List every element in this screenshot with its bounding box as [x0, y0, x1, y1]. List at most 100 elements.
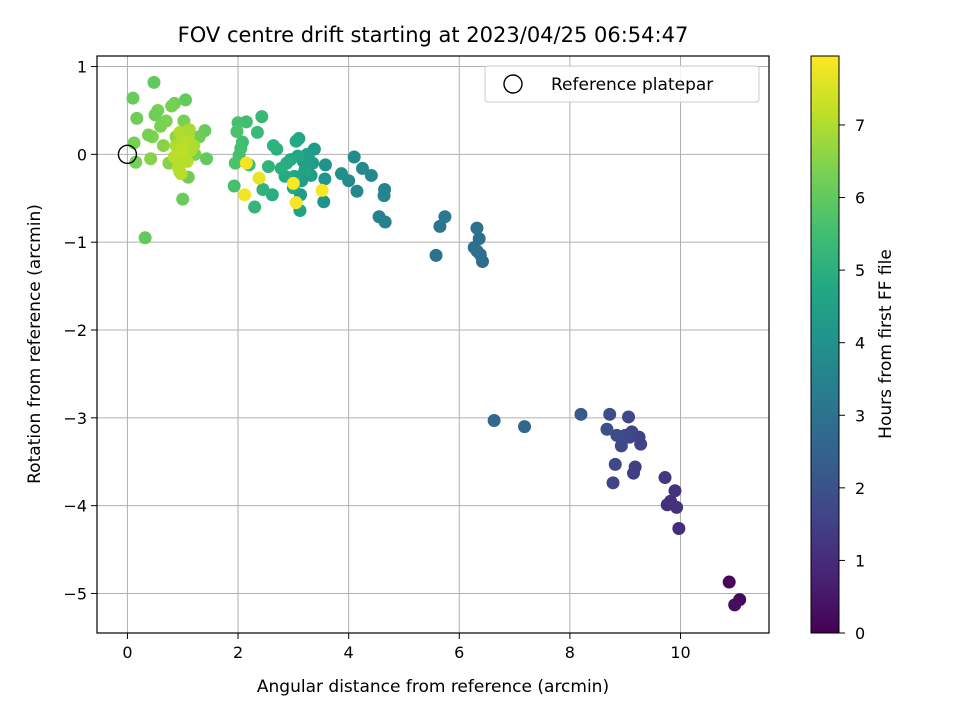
chart-title: FOV centre drift starting at 2023/04/25 … — [178, 23, 689, 47]
x-tick-label: 8 — [565, 643, 575, 662]
data-point — [274, 161, 288, 175]
data-point — [261, 160, 275, 174]
data-point — [230, 125, 244, 139]
data-point — [156, 139, 170, 153]
data-point — [660, 498, 674, 512]
y-tick-label: 1 — [77, 58, 87, 77]
data-point — [200, 152, 214, 166]
data-point — [334, 167, 348, 181]
data-point — [239, 156, 253, 170]
data-point — [289, 196, 303, 210]
data-point — [178, 93, 192, 107]
colorbar-tick-label: 3 — [855, 406, 865, 425]
data-point — [518, 420, 532, 434]
y-tick-label: −1 — [63, 233, 87, 252]
grid-lines — [97, 56, 769, 633]
colorbar-ticks: 0 1 2 3 4 5 6 7 — [839, 116, 865, 643]
data-point — [433, 219, 447, 233]
y-axis-label: Rotation from reference (arcmin) — [25, 204, 45, 484]
data-point — [470, 221, 484, 235]
data-point — [315, 183, 329, 197]
legend-entry-label: Reference platepar — [551, 75, 713, 95]
data-point — [606, 476, 620, 490]
y-tick-label: −5 — [63, 584, 87, 603]
x-tick-label: 6 — [454, 643, 464, 662]
data-point — [255, 110, 269, 124]
colorbar-tick-label: 1 — [855, 551, 865, 570]
y-tick-label: −2 — [63, 321, 87, 340]
data-point — [626, 466, 640, 480]
y-tick-label: −4 — [63, 497, 87, 516]
legend: Reference platepar — [484, 65, 760, 103]
y-tick-label: 0 — [77, 145, 87, 164]
colorbar-tick-label: 5 — [855, 261, 865, 280]
x-axis-label: Angular distance from reference (arcmin) — [257, 677, 609, 697]
y-axis-ticks: 1 0 −1 −2 −3 −4 −5 — [63, 58, 97, 603]
reference-marker — [117, 144, 138, 165]
data-point — [256, 182, 270, 196]
data-point — [350, 184, 364, 198]
data-point — [129, 155, 143, 169]
colorbar-tick-label: 4 — [855, 334, 865, 353]
data-point — [180, 154, 194, 168]
data-point — [318, 172, 332, 186]
x-tick-label: 0 — [122, 643, 132, 662]
x-tick-label: 4 — [344, 643, 354, 662]
colorbar-tick-label: 0 — [855, 624, 865, 643]
data-point — [472, 232, 486, 246]
data-point — [228, 156, 242, 170]
data-point — [614, 439, 628, 453]
data-point — [182, 123, 196, 137]
data-point — [286, 176, 300, 190]
data-point — [266, 139, 280, 153]
data-point — [126, 91, 140, 105]
data-point — [144, 152, 158, 166]
data-point — [355, 161, 369, 175]
data-point — [289, 134, 303, 148]
data-point — [317, 195, 331, 209]
data-points — [126, 75, 747, 612]
data-point — [165, 99, 179, 113]
data-point — [603, 407, 617, 421]
data-point — [610, 428, 624, 442]
data-point — [378, 182, 392, 196]
data-point — [250, 125, 264, 139]
data-point — [138, 231, 152, 245]
data-point — [364, 168, 378, 182]
data-point — [622, 410, 636, 424]
plot-frame — [96, 55, 770, 634]
data-point — [429, 248, 443, 262]
data-point — [238, 188, 252, 202]
colorbar-gradient — [810, 55, 840, 634]
data-point — [600, 422, 614, 436]
data-point — [147, 75, 161, 89]
data-point — [574, 407, 588, 421]
colorbar: 0 1 2 3 4 5 6 7 Hours from first FF file — [810, 55, 896, 643]
data-point — [227, 179, 241, 193]
data-point — [668, 484, 682, 498]
data-point — [722, 575, 736, 589]
data-point — [658, 471, 672, 485]
colorbar-label: Hours from first FF file — [876, 249, 896, 439]
data-point — [347, 150, 361, 164]
x-tick-label: 2 — [233, 643, 243, 662]
legend-marker-icon — [503, 74, 523, 94]
data-point — [672, 521, 686, 535]
colorbar-tick-label: 2 — [855, 479, 865, 498]
data-point — [372, 210, 386, 224]
data-point — [728, 598, 742, 612]
data-point — [248, 200, 262, 214]
data-point — [487, 413, 501, 427]
data-point — [141, 128, 155, 142]
colorbar-tick-label: 7 — [855, 116, 865, 135]
data-point — [130, 111, 144, 125]
colorbar-tick-label: 6 — [855, 189, 865, 208]
data-point — [608, 457, 622, 471]
data-point — [154, 119, 168, 133]
data-point — [148, 108, 162, 122]
data-point — [318, 158, 332, 172]
y-tick-label: −3 — [63, 409, 87, 428]
data-point — [438, 210, 452, 224]
